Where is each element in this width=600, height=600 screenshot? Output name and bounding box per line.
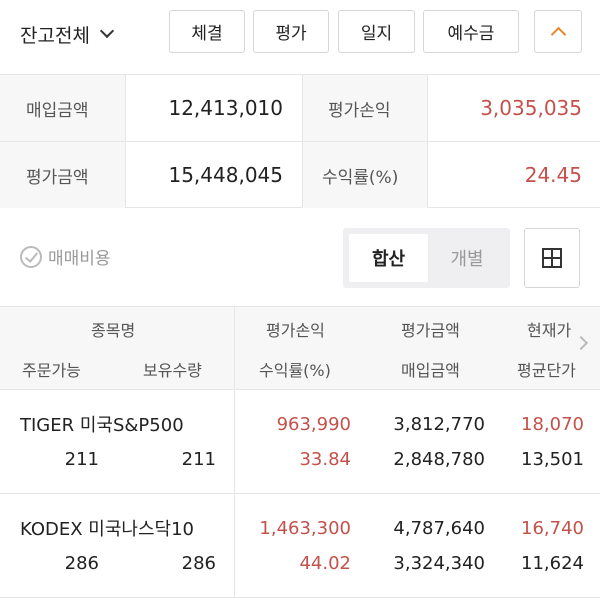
purchase-amount-label: 매입금액	[26, 100, 89, 121]
purchase-amount: 2,848,780	[393, 448, 485, 470]
executions-button[interactable]: 체결	[169, 10, 245, 53]
account-select[interactable]: 잔고전체	[20, 14, 114, 54]
header-eval-pl: 평가손익	[266, 321, 325, 340]
header-name: 종목명	[91, 321, 136, 340]
eval-pl: 1,463,300	[259, 517, 351, 539]
deposit-button[interactable]: 예수금	[423, 10, 519, 53]
stock-name: TIGER 미국S&P500	[20, 415, 184, 436]
return-rate: 33.84	[299, 448, 351, 470]
purchase-amount: 3,324,340	[393, 552, 485, 574]
table-row[interactable]: KODEX 미국나스닥10 286 286 1,463,300 44.02 4,…	[0, 494, 600, 598]
header-return: 수익률(%)	[259, 361, 331, 380]
check-circle-icon	[20, 245, 42, 268]
grid-icon	[542, 248, 562, 268]
individual-view-tab[interactable]: 개별	[450, 249, 484, 270]
holdings-table-header: 종목명 주문가능 보유수량 평가손익 수익률(%) 평가금액 매입금액 현재가 …	[0, 306, 600, 391]
eval-amount: 4,787,640	[393, 517, 485, 539]
header-orderable: 주문가능	[22, 361, 81, 380]
eval-pl-value: 3,035,035	[480, 96, 582, 120]
trading-fee-toggle[interactable]: 매매비용	[20, 244, 111, 269]
orderable-qty: 286	[64, 552, 99, 574]
return-rate-label: 수익률(%)	[322, 167, 399, 188]
eval-pl: 963,990	[276, 413, 351, 435]
account-select-label: 잔고전체	[20, 24, 90, 47]
chevron-down-icon	[99, 23, 114, 39]
header-price: 현재가	[527, 321, 572, 340]
avg-price: 13,501	[521, 448, 584, 470]
trading-fee-label: 매매비용	[48, 249, 111, 269]
combined-view-tab[interactable]: 합산	[349, 234, 428, 282]
orderable-qty: 211	[64, 448, 99, 470]
header-purchase: 매입금액	[401, 361, 460, 380]
eval-amount-value: 15,448,045	[168, 163, 283, 187]
return-rate: 44.02	[299, 552, 351, 574]
eval-amount-label: 평가금액	[26, 167, 89, 188]
grid-layout-button[interactable]	[524, 228, 580, 288]
view-controls: 매매비용 합산 개별	[0, 208, 600, 306]
chevron-up-icon	[550, 26, 566, 43]
header-avg-price: 평균단가	[517, 361, 576, 380]
top-toolbar: 잔고전체 체결 평가 일지 예수금	[0, 0, 600, 74]
eval-amount: 3,812,770	[393, 413, 485, 435]
stock-name: KODEX 미국나스닥10	[20, 519, 194, 540]
table-row[interactable]: TIGER 미국S&P500 211 211 963,990 33.84 3,8…	[0, 390, 600, 494]
holding-qty: 286	[181, 552, 216, 574]
current-price: 18,070	[521, 413, 584, 435]
view-mode-segment: 합산 개별	[343, 228, 510, 288]
return-rate-value: 24.45	[524, 163, 582, 187]
balance-summary: 매입금액 12,413,010 평가손익 3,035,035 평가금액 15,4…	[0, 74, 600, 208]
holding-qty: 211	[181, 448, 216, 470]
journal-button[interactable]: 일지	[338, 10, 415, 53]
eval-pl-label: 평가손익	[328, 100, 391, 121]
header-holding: 보유수량	[143, 361, 202, 380]
header-eval-amount: 평가금액	[401, 321, 460, 340]
avg-price: 11,624	[521, 552, 584, 574]
evaluation-button[interactable]: 평가	[253, 10, 329, 53]
collapse-button[interactable]	[534, 10, 582, 53]
purchase-amount-value: 12,413,010	[168, 96, 283, 120]
current-price: 16,740	[521, 517, 584, 539]
